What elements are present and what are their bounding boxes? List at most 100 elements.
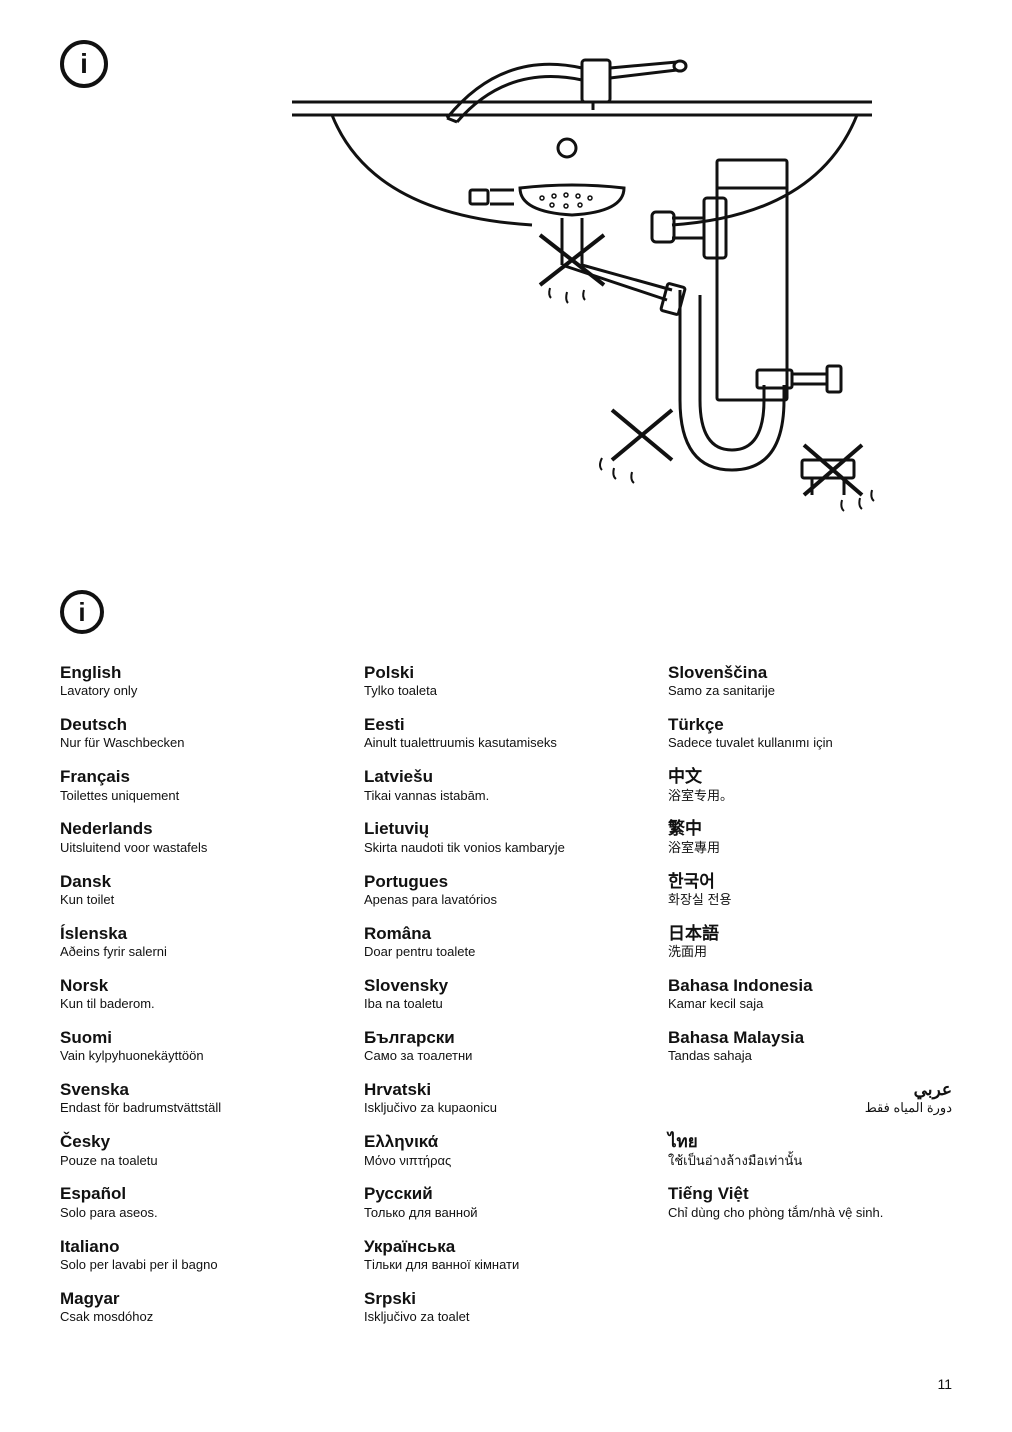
lang-text: Endast för badrumstvättställ xyxy=(60,1100,344,1117)
lang-text: Kun til baderom. xyxy=(60,996,344,1013)
lang-text: Тільки для ванної кімнати xyxy=(364,1257,648,1274)
lang-name: Slovenščina xyxy=(668,662,952,683)
lang-name: Slovensky xyxy=(364,975,648,996)
lang-name: Tiếng Việt xyxy=(668,1183,952,1204)
lang-text: Isključivo za kupaonicu xyxy=(364,1100,648,1117)
illustration-area: i xyxy=(60,40,952,530)
lang-block: RomânaDoar pentru toalete xyxy=(364,923,648,961)
lang-name: 中文 xyxy=(668,766,952,787)
lang-block: NorskKun til baderom. xyxy=(60,975,344,1013)
lang-block: РусскийТолько для ванной xyxy=(364,1183,648,1221)
lang-text: Sadece tuvalet kullanımı için xyxy=(668,735,952,752)
lang-block: EestiAinult tualettruumis kasutamiseks xyxy=(364,714,648,752)
lang-block: PortuguesApenas para lavatórios xyxy=(364,871,648,909)
lang-name: Deutsch xyxy=(60,714,344,735)
lang-block: 繁中浴室專用 xyxy=(668,818,952,856)
lang-name: Lietuvių xyxy=(364,818,648,839)
lang-block: Bahasa IndonesiaKamar kecil saja xyxy=(668,975,952,1013)
lang-text: Chỉ dùng cho phòng tắm/nhà vệ sinh. xyxy=(668,1205,952,1222)
lang-block: 日本語洗面用 xyxy=(668,923,952,961)
lang-name: Dansk xyxy=(60,871,344,892)
lang-text: Само за тоалетни xyxy=(364,1048,648,1065)
lang-name: English xyxy=(60,662,344,683)
lang-text: 浴室專用 xyxy=(668,840,952,857)
lang-name: 한국어 xyxy=(668,871,952,892)
lang-name: Hrvatski xyxy=(364,1079,648,1100)
lang-block: SvenskaEndast för badrumstvättställ xyxy=(60,1079,344,1117)
lang-name: Íslenska xyxy=(60,923,344,944)
info-icon-heading: i xyxy=(60,590,104,634)
lang-name: Magyar xyxy=(60,1288,344,1309)
lang-text: Ainult tualettruumis kasutamiseks xyxy=(364,735,648,752)
lang-name: Latviešu xyxy=(364,766,648,787)
lang-text: 洗面用 xyxy=(668,944,952,961)
lang-name: Bahasa Indonesia xyxy=(668,975,952,996)
lang-text: دورة المياه فقط xyxy=(668,1100,952,1117)
sink-illustration xyxy=(272,40,912,530)
lang-name: Українська xyxy=(364,1236,648,1257)
lang-block: LietuviųSkirta naudoti tik vonios kambar… xyxy=(364,818,648,856)
lang-block: MagyarCsak mosdóhoz xyxy=(60,1288,344,1326)
lang-name: Portugues xyxy=(364,871,648,892)
lang-text: Solo per lavabi per il bagno xyxy=(60,1257,344,1274)
lang-text: Toilettes uniquement xyxy=(60,788,344,805)
lang-name: Polski xyxy=(364,662,648,683)
lang-text: ใช้เป็นอ่างล้างมือเท่านั้น xyxy=(668,1153,952,1170)
info-glyph: i xyxy=(78,597,85,628)
lang-name: Eesti xyxy=(364,714,648,735)
lang-name: Italiano xyxy=(60,1236,344,1257)
lang-name: Français xyxy=(60,766,344,787)
lang-text: Tylko toaleta xyxy=(364,683,648,700)
lang-name: Ελληνικά xyxy=(364,1131,648,1152)
lang-name: Srpski xyxy=(364,1288,648,1309)
lang-text: 화장실 전용 xyxy=(668,892,952,909)
lang-name: عربي xyxy=(668,1079,952,1100)
lang-block: EnglishLavatory only xyxy=(60,662,344,700)
page-number: 11 xyxy=(937,1376,952,1392)
column-1: EnglishLavatory only DeutschNur für Wasch… xyxy=(60,662,344,1340)
lang-name: Български xyxy=(364,1027,648,1048)
lang-text: Csak mosdóhoz xyxy=(60,1309,344,1326)
lang-text: 浴室专用。 xyxy=(668,788,952,805)
lang-name: Español xyxy=(60,1183,344,1204)
lang-text: Lavatory only xyxy=(60,683,344,700)
lang-block: عربيدورة المياه فقط xyxy=(668,1079,952,1117)
lang-text: Uitsluitend voor wastafels xyxy=(60,840,344,857)
lang-text: Pouze na toaletu xyxy=(60,1153,344,1170)
lang-name: 繁中 xyxy=(668,818,952,839)
column-2: PolskiTylko toaleta EestiAinult tualettru… xyxy=(364,662,648,1340)
lang-block: ČeskyPouze na toaletu xyxy=(60,1131,344,1169)
lang-block: ItalianoSolo per lavabi per il bagno xyxy=(60,1236,344,1274)
lang-block: SlovenščinaSamo za sanitarije xyxy=(668,662,952,700)
lang-name: Bahasa Malaysia xyxy=(668,1027,952,1048)
lang-block: EspañolSolo para aseos. xyxy=(60,1183,344,1221)
lang-block: PolskiTylko toaleta xyxy=(364,662,648,700)
lang-block: УкраїнськаТільки для ванної кімнати xyxy=(364,1236,648,1274)
lang-text: Doar pentru toalete xyxy=(364,944,648,961)
lang-block: SrpskiIsključivo za toalet xyxy=(364,1288,648,1326)
lang-text: Aðeins fyrir salerni xyxy=(60,944,344,961)
lang-text: Nur für Waschbecken xyxy=(60,735,344,752)
lang-name: Türkçe xyxy=(668,714,952,735)
lang-text: Tikai vannas istabām. xyxy=(364,788,648,805)
lang-name: Nederlands xyxy=(60,818,344,839)
lang-text: Isključivo za toalet xyxy=(364,1309,648,1326)
lang-name: ไทย xyxy=(668,1131,952,1152)
lang-block: 한국어화장실 전용 xyxy=(668,871,952,909)
lang-block: ΕλληνικάΜόνο νιπτήρας xyxy=(364,1131,648,1169)
lang-block: TürkçeSadece tuvalet kullanımı için xyxy=(668,714,952,752)
lang-block: HrvatskiIsključivo za kupaonicu xyxy=(364,1079,648,1117)
lang-text: Vain kylpyhuonekäyttöön xyxy=(60,1048,344,1065)
lang-name: Русский xyxy=(364,1183,648,1204)
lang-block: DanskKun toilet xyxy=(60,871,344,909)
lang-block: Bahasa MalaysiaTandas sahaja xyxy=(668,1027,952,1065)
info-glyph: i xyxy=(80,48,88,80)
lang-block: LatviešuTikai vannas istabām. xyxy=(364,766,648,804)
language-columns: EnglishLavatory only DeutschNur für Wasch… xyxy=(60,662,952,1340)
lang-name: Česky xyxy=(60,1131,344,1152)
lang-text: Tandas sahaja xyxy=(668,1048,952,1065)
lang-text: Только для ванной xyxy=(364,1205,648,1222)
lang-name: Româna xyxy=(364,923,648,944)
lang-name: Suomi xyxy=(60,1027,344,1048)
lang-text: Kun toilet xyxy=(60,892,344,909)
